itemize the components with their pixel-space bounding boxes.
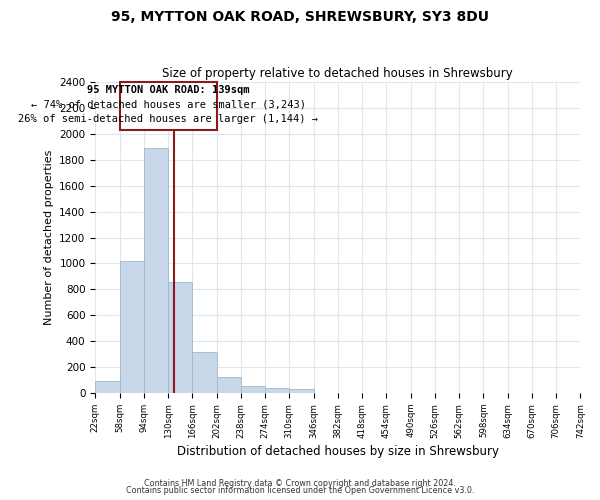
Text: Contains public sector information licensed under the Open Government Licence v3: Contains public sector information licen… xyxy=(126,486,474,495)
Text: 26% of semi-detached houses are larger (1,144) →: 26% of semi-detached houses are larger (… xyxy=(18,114,318,124)
Bar xyxy=(241,386,265,393)
Bar xyxy=(217,378,241,393)
Text: Contains HM Land Registry data © Crown copyright and database right 2024.: Contains HM Land Registry data © Crown c… xyxy=(144,478,456,488)
Bar xyxy=(119,82,217,130)
Title: Size of property relative to detached houses in Shrewsbury: Size of property relative to detached ho… xyxy=(163,66,513,80)
X-axis label: Distribution of detached houses by size in Shrewsbury: Distribution of detached houses by size … xyxy=(177,444,499,458)
Y-axis label: Number of detached properties: Number of detached properties xyxy=(44,150,54,325)
Bar xyxy=(119,261,144,393)
Bar xyxy=(192,352,217,393)
Text: ← 74% of detached houses are smaller (3,243): ← 74% of detached houses are smaller (3,… xyxy=(31,100,305,110)
Bar xyxy=(289,389,314,393)
Text: 95, MYTTON OAK ROAD, SHREWSBURY, SY3 8DU: 95, MYTTON OAK ROAD, SHREWSBURY, SY3 8DU xyxy=(111,10,489,24)
Bar xyxy=(168,282,192,393)
Text: 95 MYTTON OAK ROAD: 139sqm: 95 MYTTON OAK ROAD: 139sqm xyxy=(87,84,249,94)
Bar xyxy=(95,382,119,393)
Bar xyxy=(144,148,168,393)
Bar xyxy=(265,388,289,393)
